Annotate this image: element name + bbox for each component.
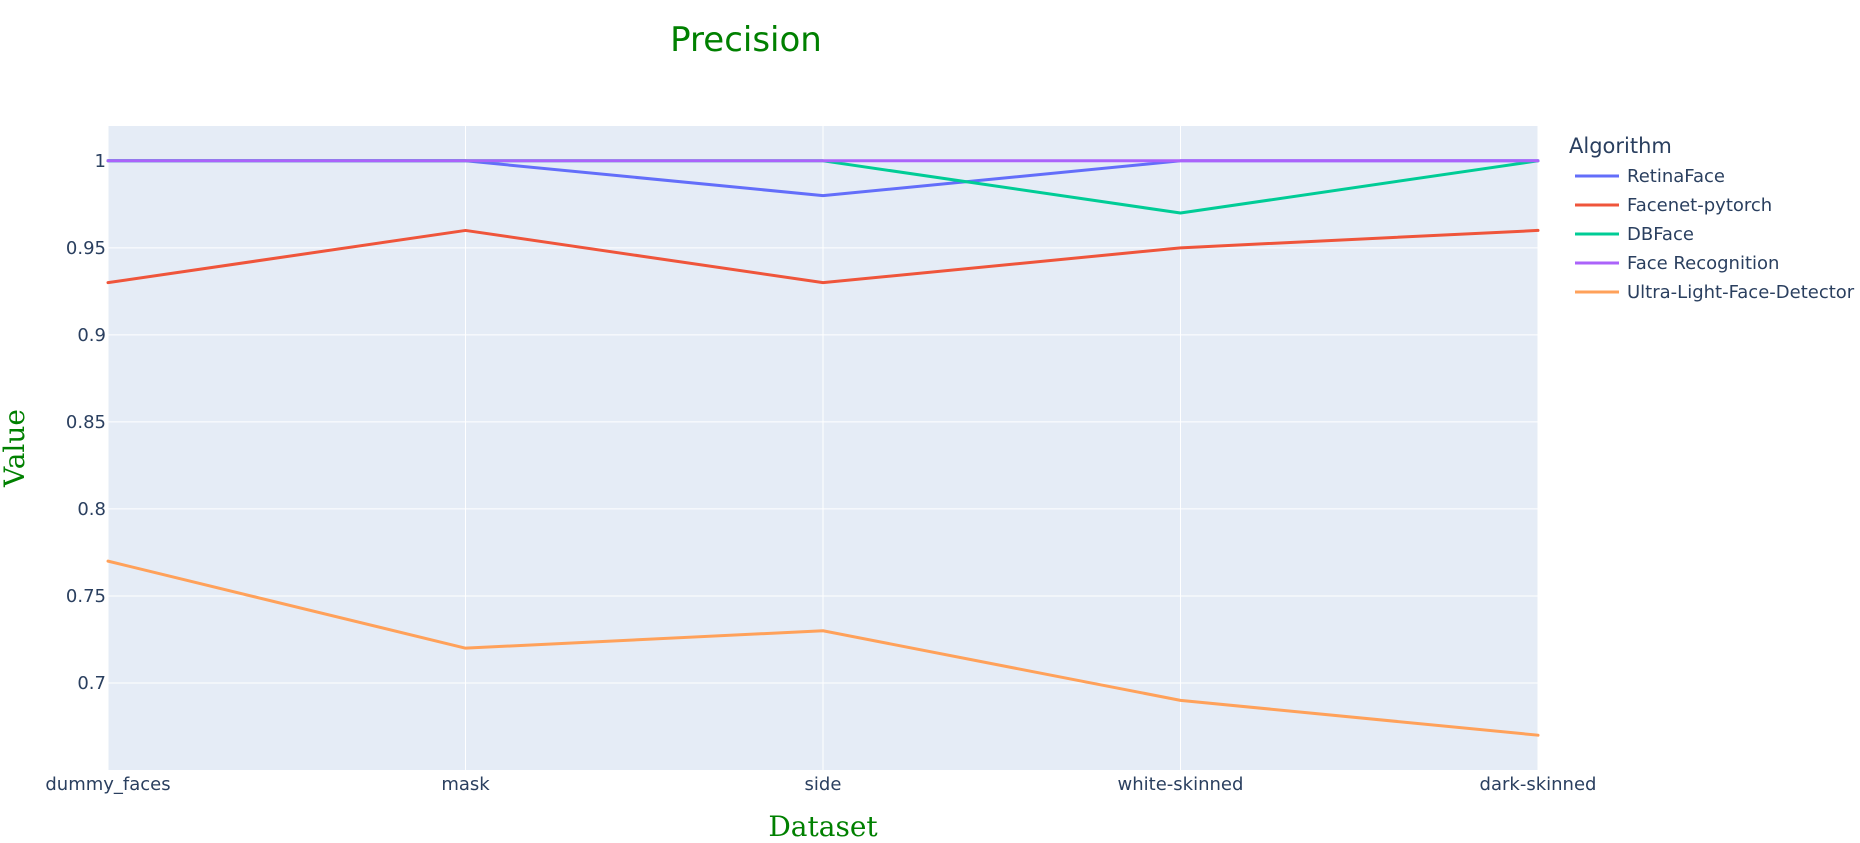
legend-item-retinaface: RetinaFace [1575,166,1725,187]
y-tick-label: 0.95 [66,238,106,259]
x-tick-label: side [805,774,842,795]
y-tick-label: 0.8 [77,499,106,520]
y-tick-label: 0.7 [77,673,106,694]
x-tick-label: dark-skinned [1480,774,1597,795]
chart-title: Precision [670,20,822,60]
y-tick-label: 0.85 [66,412,106,433]
x-axis-ticks: dummy_faces mask side white-skinned dark-ski… [45,774,1596,795]
y-axis-ticks: 0.7 0.75 0.8 0.85 0.9 0.95 1 [66,151,106,694]
series-line-ultra-light-face-detector [106,559,1540,737]
x-axis-title: Dataset [768,810,878,843]
legend-label: Facenet-pytorch [1627,195,1772,216]
x-tick-label: mask [441,774,490,795]
legend-label: Ultra-Light-Face-Detector [1627,282,1855,303]
x-tick-label: white-skinned [1118,774,1244,795]
series-line-facenet-pytorch [106,228,1540,285]
legend-label: RetinaFace [1627,166,1725,187]
x-tick-label: dummy_faces [45,774,170,795]
legend-label: DBFace [1627,224,1694,245]
legend-item-facenet-pytorch: Facenet-pytorch [1575,195,1772,216]
y-tick-label: 0.9 [77,325,106,346]
legend-item-face-recognition: Face Recognition [1575,253,1779,274]
legend-item-ultra-light-face-detector: Ultra-Light-Face-Detector [1575,282,1855,303]
y-axis-title: Value [0,409,31,488]
legend-title: Algorithm [1569,134,1672,158]
y-tick-label: 1 [95,151,106,172]
legend-item-dbface: DBFace [1575,224,1694,245]
legend: Algorithm RetinaFace Facenet-pytorch DBFac… [1569,134,1855,303]
legend-label: Face Recognition [1627,253,1779,274]
series-lines [106,159,1540,737]
y-tick-label: 0.75 [66,586,106,607]
